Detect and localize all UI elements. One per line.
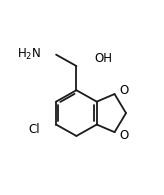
Text: $\mathregular{H_2N}$: $\mathregular{H_2N}$ <box>17 47 41 62</box>
Text: O: O <box>120 84 129 97</box>
Text: OH: OH <box>94 52 112 65</box>
Text: Cl: Cl <box>28 123 40 136</box>
Text: O: O <box>120 129 129 143</box>
